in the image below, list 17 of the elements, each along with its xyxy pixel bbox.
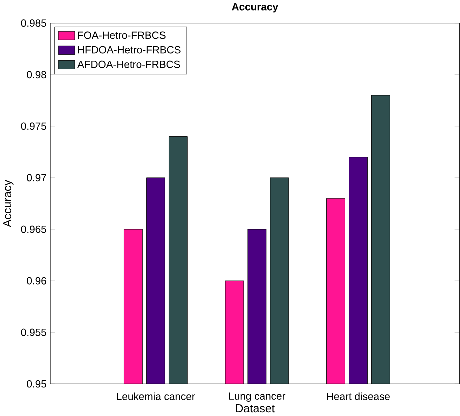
y-tick-label: 0.97 [27, 174, 46, 182]
x-tick-label: Heart disease [327, 392, 390, 400]
y-axis-title: Accuracy [3, 180, 14, 228]
legend-label: HFDOA-Hetro-FRBCS [78, 46, 181, 54]
legend-label: AFDOA-Hetro-FRBCS [78, 60, 180, 68]
x-axis-title: Dataset [236, 404, 275, 413]
x-tick-label: Lung cancer [230, 392, 286, 402]
y-tick-label: 0.985 [21, 20, 46, 27]
y-tick-label: 0.965 [21, 226, 46, 234]
y-tick-label: 0.95 [27, 380, 46, 388]
y-tick-label: 0.975 [21, 122, 46, 130]
y-tick-label: 0.98 [27, 71, 46, 79]
y-tick-label: 0.96 [27, 277, 46, 285]
y-tick-label: 0.955 [21, 328, 46, 336]
x-tick-label: Leukemia cancer [117, 392, 196, 400]
chart-title: Accuracy [232, 3, 278, 13]
legend-label: FOA-Hetro-FRBCS [78, 32, 166, 40]
